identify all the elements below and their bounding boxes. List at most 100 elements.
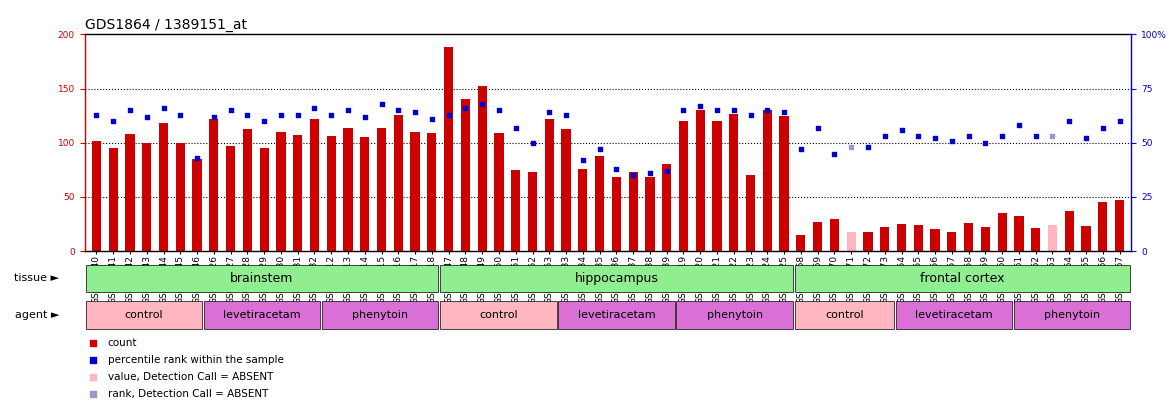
Point <box>757 107 776 113</box>
Bar <box>612 177 621 251</box>
Bar <box>108 148 118 251</box>
Text: levetiracetam: levetiracetam <box>915 310 993 320</box>
Point <box>574 157 593 163</box>
Bar <box>327 136 336 251</box>
Bar <box>813 222 822 251</box>
Bar <box>1098 202 1108 251</box>
Bar <box>92 141 101 251</box>
Bar <box>579 169 588 251</box>
Point <box>305 105 323 111</box>
Text: GDS1864 / 1389151_at: GDS1864 / 1389151_at <box>85 18 247 32</box>
Point <box>858 144 877 150</box>
Text: control: control <box>826 310 863 320</box>
Text: percentile rank within the sample: percentile rank within the sample <box>108 355 283 364</box>
Bar <box>561 129 570 251</box>
Point <box>372 100 390 107</box>
Bar <box>142 143 152 251</box>
Point <box>523 139 542 146</box>
Bar <box>1048 225 1057 251</box>
Point <box>154 105 173 111</box>
Bar <box>445 47 453 251</box>
Point <box>942 137 961 144</box>
Bar <box>1031 228 1041 251</box>
Bar <box>729 113 739 251</box>
Bar <box>394 115 403 251</box>
Point <box>83 373 102 380</box>
Point <box>83 339 102 346</box>
Bar <box>360 137 369 251</box>
Point <box>440 111 459 118</box>
Bar <box>559 301 675 328</box>
Point <box>1110 118 1129 124</box>
Point <box>103 118 122 124</box>
Point <box>909 133 928 139</box>
Point <box>607 166 626 172</box>
Point <box>893 126 911 133</box>
Point <box>121 107 140 113</box>
Point <box>1094 124 1112 131</box>
Bar <box>646 177 655 251</box>
Point <box>221 107 240 113</box>
Bar <box>86 301 202 328</box>
Point <box>657 168 676 174</box>
Bar <box>322 301 439 328</box>
Bar <box>1014 301 1130 328</box>
Bar <box>209 119 219 251</box>
Bar <box>997 213 1007 251</box>
Bar <box>377 128 386 251</box>
Text: control: control <box>125 310 163 320</box>
Bar <box>679 121 688 251</box>
Point <box>708 107 727 113</box>
Bar <box>676 301 793 328</box>
Point <box>590 146 609 153</box>
Text: agent ►: agent ► <box>15 310 59 320</box>
Bar <box>494 133 503 251</box>
Point <box>205 113 223 120</box>
Text: phenytoin: phenytoin <box>1044 310 1101 320</box>
Point <box>83 391 102 398</box>
Bar <box>947 232 956 251</box>
Point <box>272 111 290 118</box>
Point <box>83 356 102 363</box>
Text: value, Detection Call = ABSENT: value, Detection Call = ABSENT <box>108 372 273 382</box>
Bar <box>595 156 604 251</box>
Bar <box>276 132 286 251</box>
Point <box>1027 133 1045 139</box>
Point <box>993 133 1011 139</box>
Text: control: control <box>479 310 517 320</box>
Point <box>1043 133 1062 139</box>
Point <box>456 105 475 111</box>
Point <box>623 172 642 179</box>
Point <box>842 144 861 150</box>
Bar <box>662 164 671 251</box>
Bar <box>1115 200 1124 251</box>
Bar <box>696 110 704 251</box>
Text: levetiracetam: levetiracetam <box>577 310 655 320</box>
Point <box>339 107 358 113</box>
Bar <box>410 132 420 251</box>
Bar <box>863 232 873 251</box>
Bar <box>159 123 168 251</box>
Point <box>473 100 492 107</box>
Bar <box>1064 211 1074 251</box>
Bar <box>1082 226 1090 251</box>
Bar <box>964 223 974 251</box>
Point <box>238 111 256 118</box>
Point <box>355 113 374 120</box>
Point <box>724 107 743 113</box>
Text: brainstem: brainstem <box>230 272 294 285</box>
Text: rank, Detection Call = ABSENT: rank, Detection Call = ABSENT <box>108 389 268 399</box>
Bar <box>847 232 856 251</box>
Text: hippocampus: hippocampus <box>575 272 659 285</box>
Bar <box>293 135 302 251</box>
Bar <box>780 116 789 251</box>
Point <box>875 133 894 139</box>
Bar <box>1015 216 1023 251</box>
Point <box>138 113 156 120</box>
Point <box>976 139 995 146</box>
Point <box>507 124 526 131</box>
Point <box>87 111 106 118</box>
Point <box>641 170 660 176</box>
Point <box>406 109 425 116</box>
Point <box>489 107 508 113</box>
